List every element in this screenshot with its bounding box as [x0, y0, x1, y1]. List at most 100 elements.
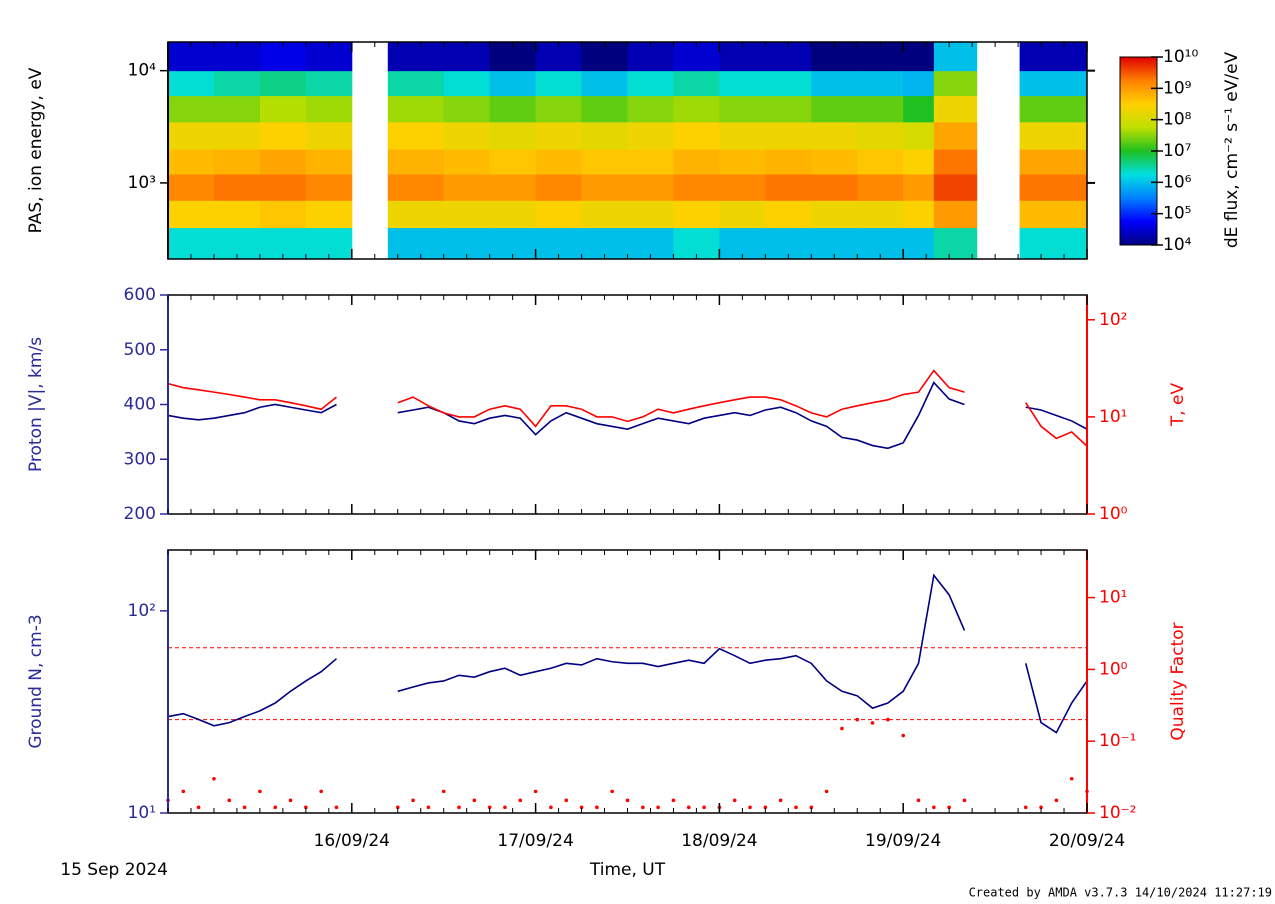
- x-tick-label: 20/09/24: [1049, 831, 1125, 851]
- heat-cell: [168, 200, 215, 229]
- data-point: [1039, 805, 1043, 810]
- heat-cell: [811, 70, 858, 97]
- y2-axis-label: T, eV: [1168, 382, 1188, 427]
- data-point: [503, 805, 507, 810]
- data-point: [196, 805, 201, 810]
- data-point: [824, 789, 829, 794]
- data-point: [212, 776, 216, 781]
- heat-cell: [581, 70, 628, 97]
- y2-tick-label: 10⁻¹: [1099, 731, 1136, 751]
- heat-cell: [387, 121, 445, 150]
- data-point: [855, 717, 860, 722]
- heat-cell: [857, 121, 904, 150]
- heat-cell: [765, 95, 812, 123]
- heat-cell: [1019, 227, 1057, 260]
- heat-cell: [168, 70, 215, 97]
- data-point: [610, 789, 614, 794]
- heat-cell: [811, 200, 858, 229]
- data-line: [397, 369, 965, 428]
- heat-cell: [259, 70, 307, 97]
- heat-cell: [627, 95, 674, 123]
- heat-cell: [627, 200, 674, 229]
- heat-cell: [857, 149, 904, 175]
- heat-cell: [857, 95, 904, 123]
- heat-cell: [1056, 42, 1088, 72]
- data-point: [441, 789, 446, 794]
- data-point: [1054, 798, 1059, 803]
- data-point: [809, 805, 814, 810]
- heat-cell: [259, 174, 307, 201]
- heat-cell: [387, 70, 445, 97]
- heat-cell: [903, 174, 935, 201]
- data-point: [625, 798, 630, 803]
- data-point: [932, 805, 936, 810]
- heat-cell: [489, 174, 537, 201]
- heat-cell: [1056, 200, 1088, 229]
- heat-cell: [213, 149, 261, 175]
- heat-cell: [627, 70, 674, 97]
- x-start-label: 15 Sep 2024: [60, 860, 168, 880]
- heat-cell: [259, 200, 307, 229]
- heat-cell: [443, 174, 491, 201]
- heat-cell: [765, 121, 812, 150]
- heat-cell: [811, 149, 858, 175]
- x-tick-label: 16/09/24: [314, 831, 390, 851]
- data-line: [167, 658, 338, 727]
- heat-cell: [765, 200, 812, 229]
- heat-cell: [387, 200, 445, 229]
- heat-cell: [903, 42, 935, 72]
- heat-cell: [627, 121, 674, 150]
- data-point: [457, 805, 461, 810]
- data-line: [167, 382, 337, 411]
- data-line: [1025, 406, 1088, 430]
- colorbar-tick-label: 10⁵: [1163, 204, 1191, 224]
- colorbar-label: dE flux, cm⁻² s⁻¹ eV/eV: [1222, 51, 1242, 248]
- heat-cell: [259, 149, 307, 175]
- colorbar-tick-label: 10⁶: [1163, 172, 1192, 192]
- heat-cell: [719, 121, 766, 150]
- heat-cell: [903, 149, 935, 175]
- heat-cell: [387, 149, 445, 175]
- y-tick-label: 200: [124, 504, 156, 524]
- heat-cell: [305, 149, 353, 175]
- colorbar-tick-label: 10⁷: [1163, 141, 1192, 161]
- data-point: [288, 798, 293, 803]
- heat-cell: [1056, 95, 1088, 123]
- data-point: [671, 798, 676, 803]
- heat-cell: [213, 121, 261, 150]
- heat-cell: [581, 121, 628, 150]
- heat-cell: [535, 149, 583, 175]
- colorbar-tick-label: 10¹⁰: [1163, 47, 1198, 67]
- heat-cell: [305, 70, 353, 97]
- data-point: [763, 805, 768, 810]
- heat-cell: [1019, 42, 1057, 72]
- colorbar-tick-label: 10⁹: [1163, 78, 1192, 98]
- data-point: [181, 789, 186, 794]
- data-point: [641, 805, 645, 810]
- y2-tick-label: 10¹: [1099, 588, 1127, 608]
- y-tick-label: 400: [124, 395, 156, 415]
- heat-cell: [305, 95, 353, 123]
- heat-cell: [811, 174, 858, 201]
- colorbar-tick-label: 10⁸: [1163, 110, 1192, 130]
- heat-cell: [1019, 70, 1057, 97]
- footer: Created by AMDA v3.7.3 14/10/2024 11:27:…: [969, 886, 1272, 900]
- data-point: [395, 805, 400, 810]
- heat-cell: [627, 174, 674, 201]
- heat-cell: [673, 149, 720, 175]
- plot-frame: [167, 294, 1088, 515]
- heat-cell: [535, 174, 583, 201]
- heat-cell: [1056, 70, 1088, 97]
- data-point: [564, 798, 569, 803]
- y-tick-label: 300: [124, 449, 156, 469]
- heat-cell: [259, 121, 307, 150]
- data-point: [901, 733, 905, 738]
- heat-cell: [811, 95, 858, 123]
- heat-cell: [933, 227, 978, 260]
- data-point: [702, 805, 706, 810]
- heat-cell: [903, 227, 935, 260]
- data-point: [242, 805, 247, 810]
- heat-cell: [933, 70, 978, 97]
- heat-cell: [168, 95, 215, 123]
- heat-cell: [857, 174, 904, 201]
